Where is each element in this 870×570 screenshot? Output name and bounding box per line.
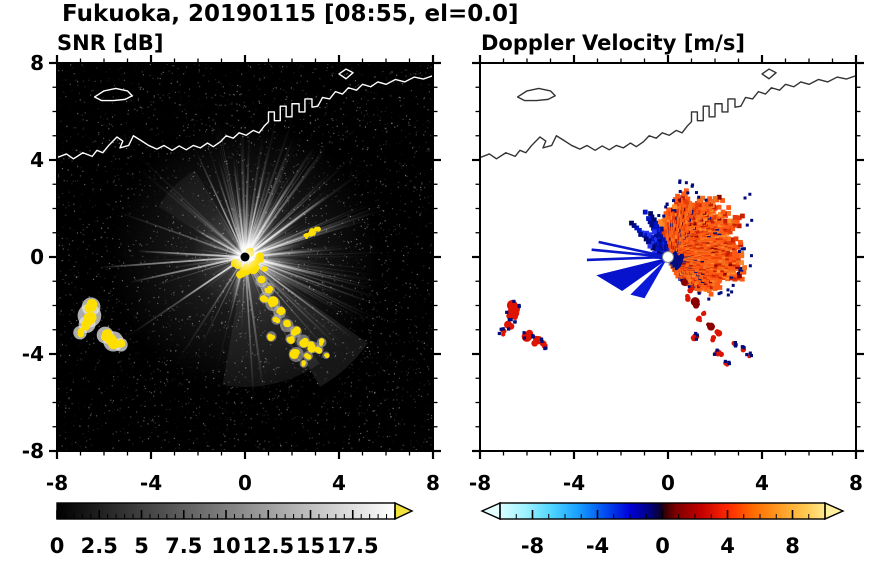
snr-colorbar-tick-label: 12.5 bbox=[242, 534, 295, 558]
x-axis-tick-label-velocity: 8 bbox=[849, 471, 863, 495]
snr-colorbar-tick-label: 10 bbox=[211, 534, 241, 558]
x-axis-tick-label-velocity: -8 bbox=[468, 471, 492, 495]
y-axis-tick-label: 8 bbox=[30, 51, 44, 75]
velocity-colorbar-tick-label: 4 bbox=[720, 534, 735, 558]
x-axis-tick-label-velocity: 0 bbox=[661, 471, 675, 495]
x-axis-tick-label-snr: -4 bbox=[139, 471, 163, 495]
velocity-ppi-plot bbox=[467, 50, 869, 464]
snr-ppi-plot bbox=[44, 50, 446, 464]
snr-colorbar-tick-label: 15 bbox=[295, 534, 326, 558]
snr-colorbar-tick-label: 2.5 bbox=[80, 534, 118, 558]
velocity-colorbar-tick-label: 8 bbox=[785, 534, 800, 558]
velocity-colorbar-tick-label: -8 bbox=[520, 534, 545, 558]
snr-colorbar-tick-label: 17.5 bbox=[326, 534, 379, 558]
x-axis-tick-label-velocity: -4 bbox=[562, 471, 586, 495]
snr-colorbar-tick-label: 7.5 bbox=[165, 534, 203, 558]
y-axis-tick-label: -4 bbox=[21, 342, 44, 366]
y-axis-tick-label: -8 bbox=[21, 439, 44, 463]
snr-colorbar-tick-label: 5 bbox=[134, 534, 149, 558]
x-axis-tick-label-snr: 8 bbox=[426, 471, 440, 495]
x-axis-tick-label-snr: 0 bbox=[238, 471, 252, 495]
y-axis-tick-label: 0 bbox=[30, 245, 44, 269]
velocity-colorbar bbox=[468, 499, 860, 527]
x-axis-tick-label-snr: 4 bbox=[332, 471, 346, 495]
figure-title: Fukuoka, 20190115 [08:55, el=0.0] bbox=[62, 1, 519, 27]
velocity-colorbar-tick-label: -4 bbox=[585, 534, 610, 558]
snr-colorbar bbox=[47, 499, 427, 527]
velocity-colorbar-tick-label: 0 bbox=[655, 534, 670, 558]
y-axis-tick-label: 4 bbox=[30, 148, 44, 172]
snr-colorbar-tick-label: 0 bbox=[49, 534, 65, 558]
x-axis-tick-label-snr: -8 bbox=[45, 471, 69, 495]
x-axis-tick-label-velocity: 4 bbox=[755, 471, 769, 495]
